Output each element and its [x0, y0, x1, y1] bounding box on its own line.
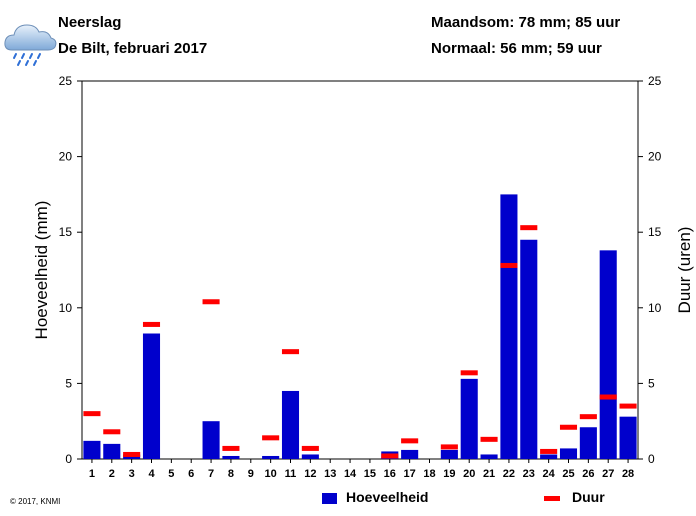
x-tick-label: 12 — [304, 468, 316, 480]
marker-duur — [103, 429, 121, 435]
x-tick-label: 20 — [463, 468, 475, 480]
marker-duur — [281, 349, 300, 355]
y-axis-label-right: Duur (uren) — [675, 227, 694, 314]
legend-swatch-duur — [544, 496, 560, 501]
x-tick-label: 17 — [404, 468, 416, 480]
normal-text: Normaal: 56 mm; 59 uur — [431, 40, 602, 57]
marker-duur — [520, 225, 538, 231]
marker-duur — [142, 321, 161, 327]
x-tick-label: 2 — [109, 468, 115, 480]
bar-hoeveelheid — [103, 443, 121, 459]
marker-duur — [123, 451, 141, 457]
legend-label-duur: Duur — [572, 489, 605, 505]
marker-duur — [599, 394, 617, 400]
bar-hoeveelheid — [540, 454, 558, 459]
y-tick-label-left: 5 — [65, 376, 72, 390]
plot-frame — [81, 80, 639, 460]
x-tick-label: 19 — [443, 468, 455, 480]
y-tick-label-left: 0 — [65, 452, 72, 466]
y-tick-label-left: 20 — [59, 150, 73, 164]
x-tick-label: 9 — [248, 468, 254, 480]
x-tick-label: 4 — [148, 468, 155, 480]
y-tick-label-left: 10 — [59, 301, 73, 315]
bar-hoeveelheid — [222, 455, 240, 459]
x-tick-label: 26 — [582, 468, 594, 480]
y-axis-label-left: Hoeveelheid (mm) — [32, 201, 51, 340]
chart-subtitle: De Bilt, februari 2017 — [58, 40, 208, 57]
x-tick-label: 22 — [503, 468, 515, 480]
marker-duur — [480, 436, 498, 442]
marker-duur — [500, 262, 518, 268]
x-tick-label: 6 — [188, 468, 194, 480]
x-tick-label: 5 — [168, 468, 174, 480]
copyright-text: © 2017, KNMI — [10, 497, 61, 506]
month-sum-text: Maandsom: 78 mm; 85 uur — [431, 14, 621, 31]
bar-hoeveelheid — [301, 454, 319, 459]
rain-cloud-icon — [4, 24, 57, 66]
x-tick-label: 14 — [344, 468, 357, 480]
x-tick-label: 24 — [543, 468, 556, 480]
y-tick-label-left: 25 — [59, 74, 73, 88]
marker-duur — [83, 411, 101, 417]
marker-duur — [401, 438, 419, 444]
bar-hoeveelheid — [440, 449, 458, 459]
marker-duur — [440, 444, 458, 450]
legend-swatch-hoeveelheid — [322, 493, 337, 504]
chart-title: Neerslag — [58, 14, 122, 31]
x-tick-label: 7 — [208, 468, 214, 480]
y-tick-label-right: 25 — [648, 74, 662, 88]
y-tick-label-right: 20 — [648, 150, 662, 164]
x-tick-label: 13 — [324, 468, 336, 480]
marker-duur — [202, 299, 220, 305]
bar-hoeveelheid — [460, 378, 478, 459]
marker-duur — [301, 445, 319, 451]
marker-duur — [579, 414, 597, 420]
x-tick-label: 23 — [523, 468, 535, 480]
x-tick-label: 18 — [423, 468, 435, 480]
y-tick-label-left: 15 — [59, 225, 73, 239]
x-tick-label: 27 — [602, 468, 614, 480]
bar-hoeveelheid — [202, 421, 220, 459]
y-tick-label-right: 0 — [648, 452, 655, 466]
y-tick-label-right: 10 — [648, 301, 662, 315]
bar-hoeveelheid — [599, 250, 617, 459]
bar-hoeveelheid — [559, 448, 578, 459]
x-tick-label: 8 — [228, 468, 234, 480]
bar-hoeveelheid — [281, 390, 300, 459]
x-tick-label: 21 — [483, 468, 495, 480]
bar-hoeveelheid — [520, 239, 538, 459]
marker-duur — [559, 424, 578, 430]
bar-hoeveelheid — [500, 194, 518, 459]
marker-duur — [262, 435, 280, 441]
y-tick-label-right: 15 — [648, 225, 662, 239]
marker-duur — [222, 445, 240, 451]
x-tick-label: 28 — [622, 468, 634, 480]
bar-hoeveelheid — [262, 455, 280, 459]
bar-hoeveelheid — [401, 449, 419, 459]
x-tick-label: 16 — [384, 468, 396, 480]
bar-hoeveelheid — [83, 440, 101, 459]
marker-duur — [619, 403, 637, 409]
bar-hoeveelheid — [619, 416, 637, 459]
x-tick-label: 11 — [285, 468, 297, 480]
x-tick-label: 10 — [265, 468, 277, 480]
y-tick-label-right: 5 — [648, 376, 655, 390]
x-tick-label: 1 — [89, 468, 95, 480]
marker-duur — [381, 453, 399, 459]
bar-hoeveelheid — [142, 333, 161, 459]
x-tick-label: 15 — [364, 468, 376, 480]
bar-hoeveelheid — [480, 454, 498, 459]
marker-duur — [540, 448, 558, 454]
legend-label-hoeveelheid: Hoeveelheid — [346, 489, 429, 505]
x-tick-label: 25 — [562, 468, 574, 480]
x-tick-label: 3 — [129, 468, 135, 480]
marker-duur — [460, 370, 478, 376]
bar-hoeveelheid — [579, 427, 597, 459]
